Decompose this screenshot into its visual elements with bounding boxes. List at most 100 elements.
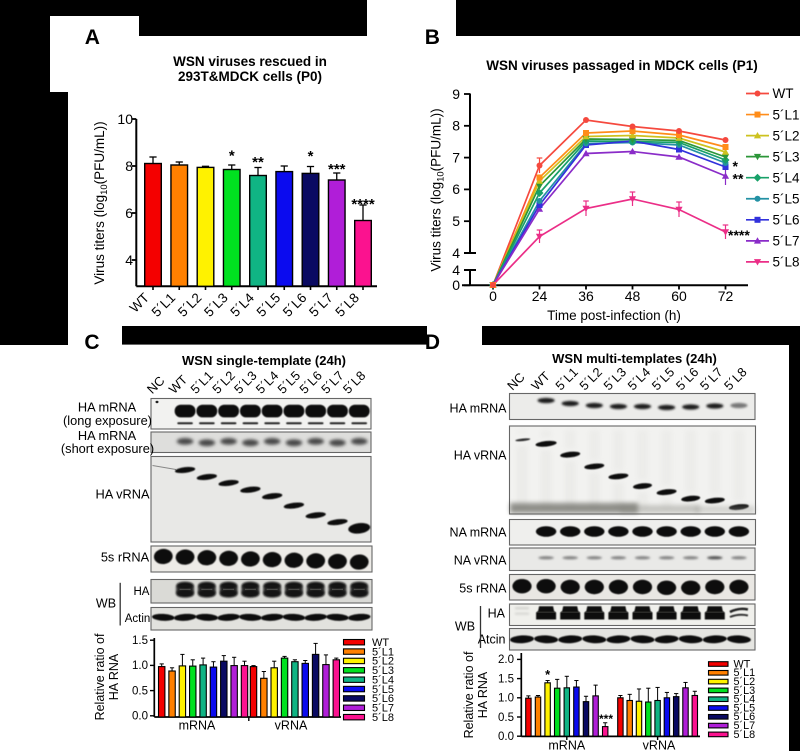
svg-text:HA RNA: HA RNA: [107, 653, 121, 700]
svg-text:1.0: 1.0: [132, 660, 148, 672]
svg-text:5´L4: 5´L4: [773, 170, 800, 185]
svg-text:5´L2: 5´L2: [372, 656, 394, 668]
svg-text:0.0: 0.0: [498, 731, 514, 743]
svg-text:6: 6: [125, 205, 133, 221]
svg-text:10: 10: [117, 111, 133, 127]
svg-text:0.5: 0.5: [498, 712, 514, 724]
svg-text:0.0: 0.0: [132, 711, 148, 723]
svg-text:5s rRNA: 5s rRNA: [101, 550, 150, 565]
svg-text:WB: WB: [455, 620, 475, 634]
svg-text:0: 0: [489, 288, 497, 304]
svg-text:WT: WT: [372, 637, 389, 649]
svg-text:9: 9: [452, 86, 460, 102]
svg-text:5´L3: 5´L3: [734, 685, 756, 697]
svg-text:A: A: [85, 26, 100, 49]
svg-text:**: **: [252, 154, 264, 171]
svg-text:WSN viruses rescued in: WSN viruses rescued in: [173, 54, 327, 69]
svg-text:mRNA: mRNA: [179, 719, 216, 733]
svg-text:***: ***: [328, 161, 346, 178]
svg-text:2.0: 2.0: [498, 654, 514, 666]
svg-text:5´L7: 5´L7: [372, 702, 394, 714]
svg-text:5: 5: [452, 213, 460, 229]
svg-text:Virus titers (log10(PFU/mL)): Virus titers (log10(PFU/mL)): [92, 121, 110, 284]
svg-text:*: *: [229, 148, 235, 165]
svg-text:**: **: [733, 171, 744, 187]
svg-text:48: 48: [625, 288, 641, 304]
svg-text:4: 4: [125, 252, 133, 268]
svg-text:7: 7: [452, 149, 460, 165]
svg-text:5´L4: 5´L4: [734, 694, 756, 706]
svg-text:5´L5: 5´L5: [734, 702, 756, 714]
svg-text:5s rRNA: 5s rRNA: [459, 582, 507, 596]
svg-text:5´L8: 5´L8: [773, 255, 800, 270]
svg-text:HA vRNA: HA vRNA: [95, 487, 150, 502]
svg-text:5´L5: 5´L5: [773, 191, 800, 206]
svg-text:4: 4: [452, 245, 460, 261]
svg-text:HA mRNA: HA mRNA: [78, 428, 137, 443]
svg-text:5´L7: 5´L7: [773, 234, 800, 249]
svg-text:*: *: [545, 667, 551, 682]
svg-text:vRNA: vRNA: [643, 739, 676, 751]
svg-text:Relative ratio of: Relative ratio of: [462, 651, 476, 738]
svg-text:5´L1: 5´L1: [734, 667, 756, 679]
svg-text:24: 24: [532, 288, 548, 304]
svg-text:B: B: [425, 26, 440, 49]
svg-text:5´L7: 5´L7: [734, 720, 756, 732]
svg-text:5´L3: 5´L3: [372, 665, 394, 677]
svg-text:36: 36: [578, 288, 594, 304]
svg-text:5´L2: 5´L2: [734, 676, 756, 688]
svg-text:HA mRNA: HA mRNA: [78, 400, 137, 415]
svg-text:*: *: [733, 158, 739, 174]
svg-text:8: 8: [125, 158, 133, 174]
svg-text:0.5: 0.5: [132, 685, 148, 697]
svg-text:5´L1: 5´L1: [372, 646, 394, 658]
svg-text:5´L6: 5´L6: [372, 693, 394, 705]
svg-text:5´L6: 5´L6: [773, 213, 800, 228]
svg-text:5´L3: 5´L3: [773, 149, 800, 164]
svg-text:HA RNA: HA RNA: [476, 671, 490, 718]
svg-text:mRNA: mRNA: [548, 739, 585, 751]
svg-text:5´L5: 5´L5: [372, 684, 394, 696]
svg-text:1.5: 1.5: [132, 635, 148, 647]
svg-text:Actin: Actin: [125, 613, 151, 625]
svg-text:Time post-infection (h): Time post-infection (h): [547, 308, 681, 323]
svg-text:WSN single-template (24h): WSN single-template (24h): [182, 353, 346, 368]
svg-text:293T&MDCK cells (P0): 293T&MDCK cells (P0): [178, 69, 322, 84]
svg-text:5´L8: 5´L8: [734, 729, 756, 741]
svg-text:8: 8: [452, 118, 460, 134]
svg-text:60: 60: [671, 288, 687, 304]
svg-text:HA mRNA: HA mRNA: [450, 402, 508, 416]
svg-text:WT: WT: [734, 658, 751, 670]
svg-text:(short exposure): (short exposure): [61, 441, 154, 456]
svg-text:5´L8: 5´L8: [372, 712, 394, 724]
svg-text:HA: HA: [134, 586, 150, 598]
svg-text:NA vRNA: NA vRNA: [454, 554, 507, 568]
svg-text:6: 6: [452, 181, 460, 197]
svg-text:D: D: [425, 331, 440, 354]
svg-text:5´L1: 5´L1: [773, 107, 800, 122]
svg-text:WSN multi-templates (24h): WSN multi-templates (24h): [552, 351, 717, 366]
svg-text:WSN viruses passaged in MDCK c: WSN viruses passaged in MDCK cells (P1): [486, 58, 758, 73]
svg-text:WB: WB: [96, 597, 116, 611]
svg-text:5´L4: 5´L4: [372, 674, 394, 686]
svg-text:(long exposure): (long exposure): [63, 413, 152, 428]
svg-text:72: 72: [718, 288, 734, 304]
svg-text:vRNA: vRNA: [275, 719, 308, 733]
svg-text:Relative ratio of: Relative ratio of: [93, 633, 107, 720]
svg-text:5´L6: 5´L6: [734, 711, 756, 723]
svg-text:HA: HA: [488, 607, 506, 621]
svg-text:4: 4: [452, 262, 460, 278]
svg-text:Virus titers (log10(PFU/mL)): Virus titers (log10(PFU/mL)): [429, 108, 447, 271]
svg-text:***: ***: [599, 712, 613, 726]
svg-text:0: 0: [452, 277, 460, 293]
svg-text:NA mRNA: NA mRNA: [450, 526, 508, 540]
svg-text:****: ****: [728, 227, 750, 243]
svg-text:Atcin: Atcin: [478, 633, 506, 647]
svg-text:HA vRNA: HA vRNA: [454, 449, 507, 463]
svg-text:C: C: [84, 331, 99, 354]
svg-text:1.5: 1.5: [498, 673, 514, 685]
svg-text:WT: WT: [773, 86, 794, 101]
svg-text:*: *: [308, 148, 314, 165]
svg-text:1.0: 1.0: [498, 693, 514, 705]
svg-text:5´L2: 5´L2: [773, 128, 800, 143]
